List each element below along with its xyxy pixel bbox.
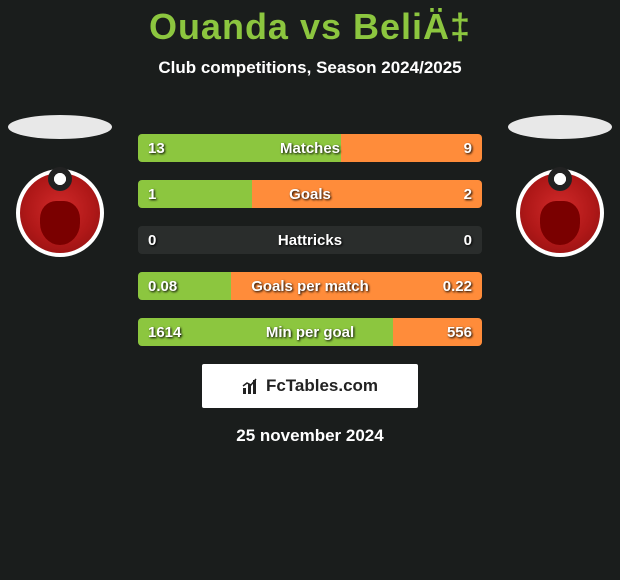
stat-row: 1614 Min per goal 556 [138, 318, 482, 346]
stat-value-right: 0.22 [433, 272, 482, 300]
stat-row: 1 Goals 2 [138, 180, 482, 208]
right-team-shadow [508, 115, 612, 139]
right-team-block [500, 115, 620, 257]
page-title: Ouanda vs BeliÄ‡ [0, 0, 620, 48]
page-subtitle: Club competitions, Season 2024/2025 [0, 58, 620, 78]
left-team-crest-icon [16, 169, 104, 257]
brand-text: FcTables.com [266, 376, 378, 396]
left-team-block [0, 115, 120, 257]
stat-value-right: 0 [454, 226, 482, 254]
stat-label: Hattricks [138, 226, 482, 254]
stat-label: Goals per match [138, 272, 482, 300]
stat-value-right: 2 [454, 180, 482, 208]
stat-label: Goals [138, 180, 482, 208]
stat-row: 0 Hattricks 0 [138, 226, 482, 254]
right-team-crest-icon [516, 169, 604, 257]
date-label: 25 november 2024 [0, 426, 620, 446]
stat-label: Matches [138, 134, 482, 162]
stat-row: 13 Matches 9 [138, 134, 482, 162]
chart-icon [242, 377, 260, 395]
stat-label: Min per goal [138, 318, 482, 346]
stat-value-right: 556 [437, 318, 482, 346]
stat-value-right: 9 [454, 134, 482, 162]
brand-badge: FcTables.com [202, 364, 418, 408]
left-team-shadow [8, 115, 112, 139]
stat-row: 0.08 Goals per match 0.22 [138, 272, 482, 300]
